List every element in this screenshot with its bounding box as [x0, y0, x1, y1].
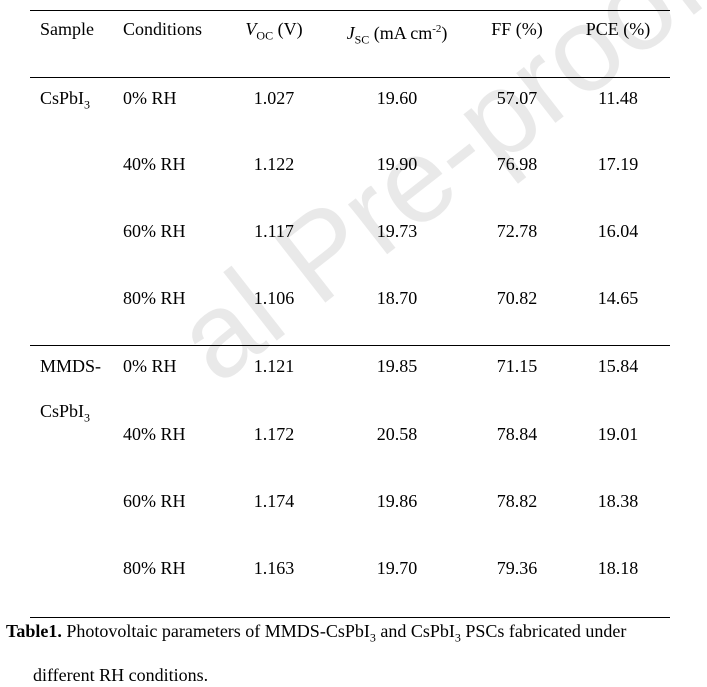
cell-voc: 1.174	[253, 491, 295, 511]
header-conditions: Conditions	[123, 19, 203, 39]
cell-conditions: 60% RH	[123, 491, 186, 511]
cell-ff: 57.07	[496, 88, 538, 108]
cell-ff: 76.98	[496, 154, 538, 174]
cell-voc: 1.106	[253, 288, 295, 308]
table-group-rule	[30, 345, 670, 346]
cell-ff: 78.84	[496, 424, 538, 444]
cell-jsc: 20.58	[376, 424, 418, 444]
cell-pce: 15.84	[597, 356, 639, 376]
cell-ff: 72.78	[496, 221, 538, 241]
cell-voc: 1.163	[253, 558, 295, 578]
cell-conditions: 40% RH	[123, 424, 186, 444]
watermark-text: al Pre-proofs	[151, 0, 707, 408]
header-ff: FF (%)	[491, 19, 543, 39]
cell-jsc: 19.90	[376, 154, 418, 174]
cell-jsc: 18.70	[376, 288, 418, 308]
header-jsc: JSC (mA cm-2)	[346, 23, 448, 47]
sample-mmds-line2: CsPbI3	[40, 401, 91, 425]
header-sample: Sample	[40, 19, 94, 39]
cell-ff: 70.82	[496, 288, 538, 308]
cell-ff: 78.82	[496, 491, 538, 511]
sample-mmds-line1: MMDS-	[40, 356, 102, 376]
cell-pce: 16.04	[597, 221, 639, 241]
cell-jsc: 19.86	[376, 491, 418, 511]
sample-cspbi3: CsPbI3	[40, 88, 91, 112]
cell-voc: 1.172	[253, 424, 295, 444]
cell-pce: 11.48	[598, 88, 638, 108]
table-caption-line2: different RH conditions.	[33, 665, 209, 685]
cell-voc: 1.122	[253, 154, 295, 174]
table-caption: Table1. Photovoltaic parameters of MMDS-…	[6, 621, 627, 645]
header-pce: PCE (%)	[585, 19, 651, 39]
cell-pce: 18.38	[597, 491, 639, 511]
cell-voc: 1.117	[254, 221, 294, 241]
cell-conditions: 80% RH	[123, 558, 186, 578]
cell-conditions: 0% RH	[123, 88, 177, 108]
header-voc: VOC (V)	[245, 19, 303, 43]
table-top-rule	[30, 10, 670, 11]
cell-pce: 14.65	[597, 288, 639, 308]
cell-conditions: 60% RH	[123, 221, 186, 241]
cell-ff: 79.36	[496, 558, 538, 578]
cell-jsc: 19.60	[376, 88, 418, 108]
table-bottom-rule	[30, 617, 670, 618]
cell-conditions: 80% RH	[123, 288, 186, 308]
cell-jsc: 19.70	[376, 558, 418, 578]
cell-jsc: 19.73	[376, 221, 418, 241]
cell-jsc: 19.85	[376, 356, 418, 376]
cell-pce: 18.18	[597, 558, 639, 578]
cell-pce: 17.19	[597, 154, 639, 174]
table-header-rule	[30, 77, 670, 78]
cell-pce: 19.01	[597, 424, 639, 444]
cell-conditions: 0% RH	[123, 356, 177, 376]
cell-ff: 71.15	[496, 356, 538, 376]
cell-conditions: 40% RH	[123, 154, 186, 174]
cell-voc: 1.027	[253, 88, 295, 108]
caption-label: Table1.	[6, 621, 62, 641]
cell-voc: 1.121	[253, 356, 295, 376]
